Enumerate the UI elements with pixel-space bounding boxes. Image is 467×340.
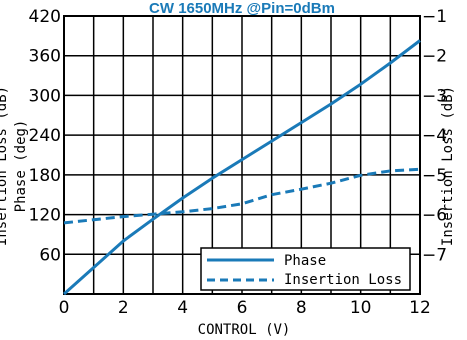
y-left-axis-title-clipped: Insertion Loss (dB): [0, 86, 10, 246]
series-lines: [63, 39, 421, 296]
y-right-axis-title: Insertion Loss (dB): [440, 86, 456, 246]
y-left-tick-label: 420: [29, 7, 61, 27]
x-axis-title: CONTROL (V): [198, 322, 291, 338]
chart-title: CW 1650MHz @Pin=0dBm: [149, 0, 335, 17]
y-left-tick-labels: 60 120 180 240 300 360 420: [29, 7, 61, 265]
y-right-tick-label: −4: [422, 126, 447, 146]
y-left-tick-label: 120: [29, 206, 61, 226]
x-tick-label: 8: [296, 298, 307, 318]
axes: [63, 15, 421, 295]
legend-label-phase: Phase: [284, 253, 326, 269]
x-tick-label: 2: [118, 298, 129, 318]
y-right-tick-label: −2: [422, 47, 447, 67]
y-right-tick-label: −1: [422, 7, 447, 27]
y-left-tick-label: 180: [29, 166, 61, 186]
x-tick-label: 4: [177, 298, 188, 318]
y-left-tick-label: 240: [29, 126, 61, 146]
legend: Phase Insertion Loss: [200, 247, 411, 291]
y-left-axis-title: Phase (deg): [13, 120, 29, 213]
x-tick-label: 12: [409, 298, 431, 318]
y-right-tick-label: −7: [422, 245, 447, 265]
y-left-tick-label: 60: [39, 245, 61, 265]
legend-label-insertion-loss: Insertion Loss: [284, 272, 402, 288]
y-right-tick-labels: −1 −2 −3 −4 −5 −6 −7: [422, 7, 447, 265]
y-right-tick-label: −3: [422, 86, 447, 106]
legend-box: [200, 247, 411, 291]
y-right-tick-label: −5: [422, 166, 447, 186]
y-right-tick-label: −6: [422, 206, 447, 226]
x-tick-label: 10: [350, 298, 372, 318]
series-line-insertion-loss: [63, 167, 421, 225]
x-tick-labels: 0 2 4 6 8 10 12: [59, 298, 431, 318]
x-tick-label: 6: [237, 298, 248, 318]
x-tick-label: 0: [59, 298, 70, 318]
y-left-tick-label: 360: [29, 47, 61, 67]
series-line-phase: [63, 39, 421, 296]
y-left-tick-label: 300: [29, 86, 61, 106]
plot-frame: [63, 15, 421, 295]
